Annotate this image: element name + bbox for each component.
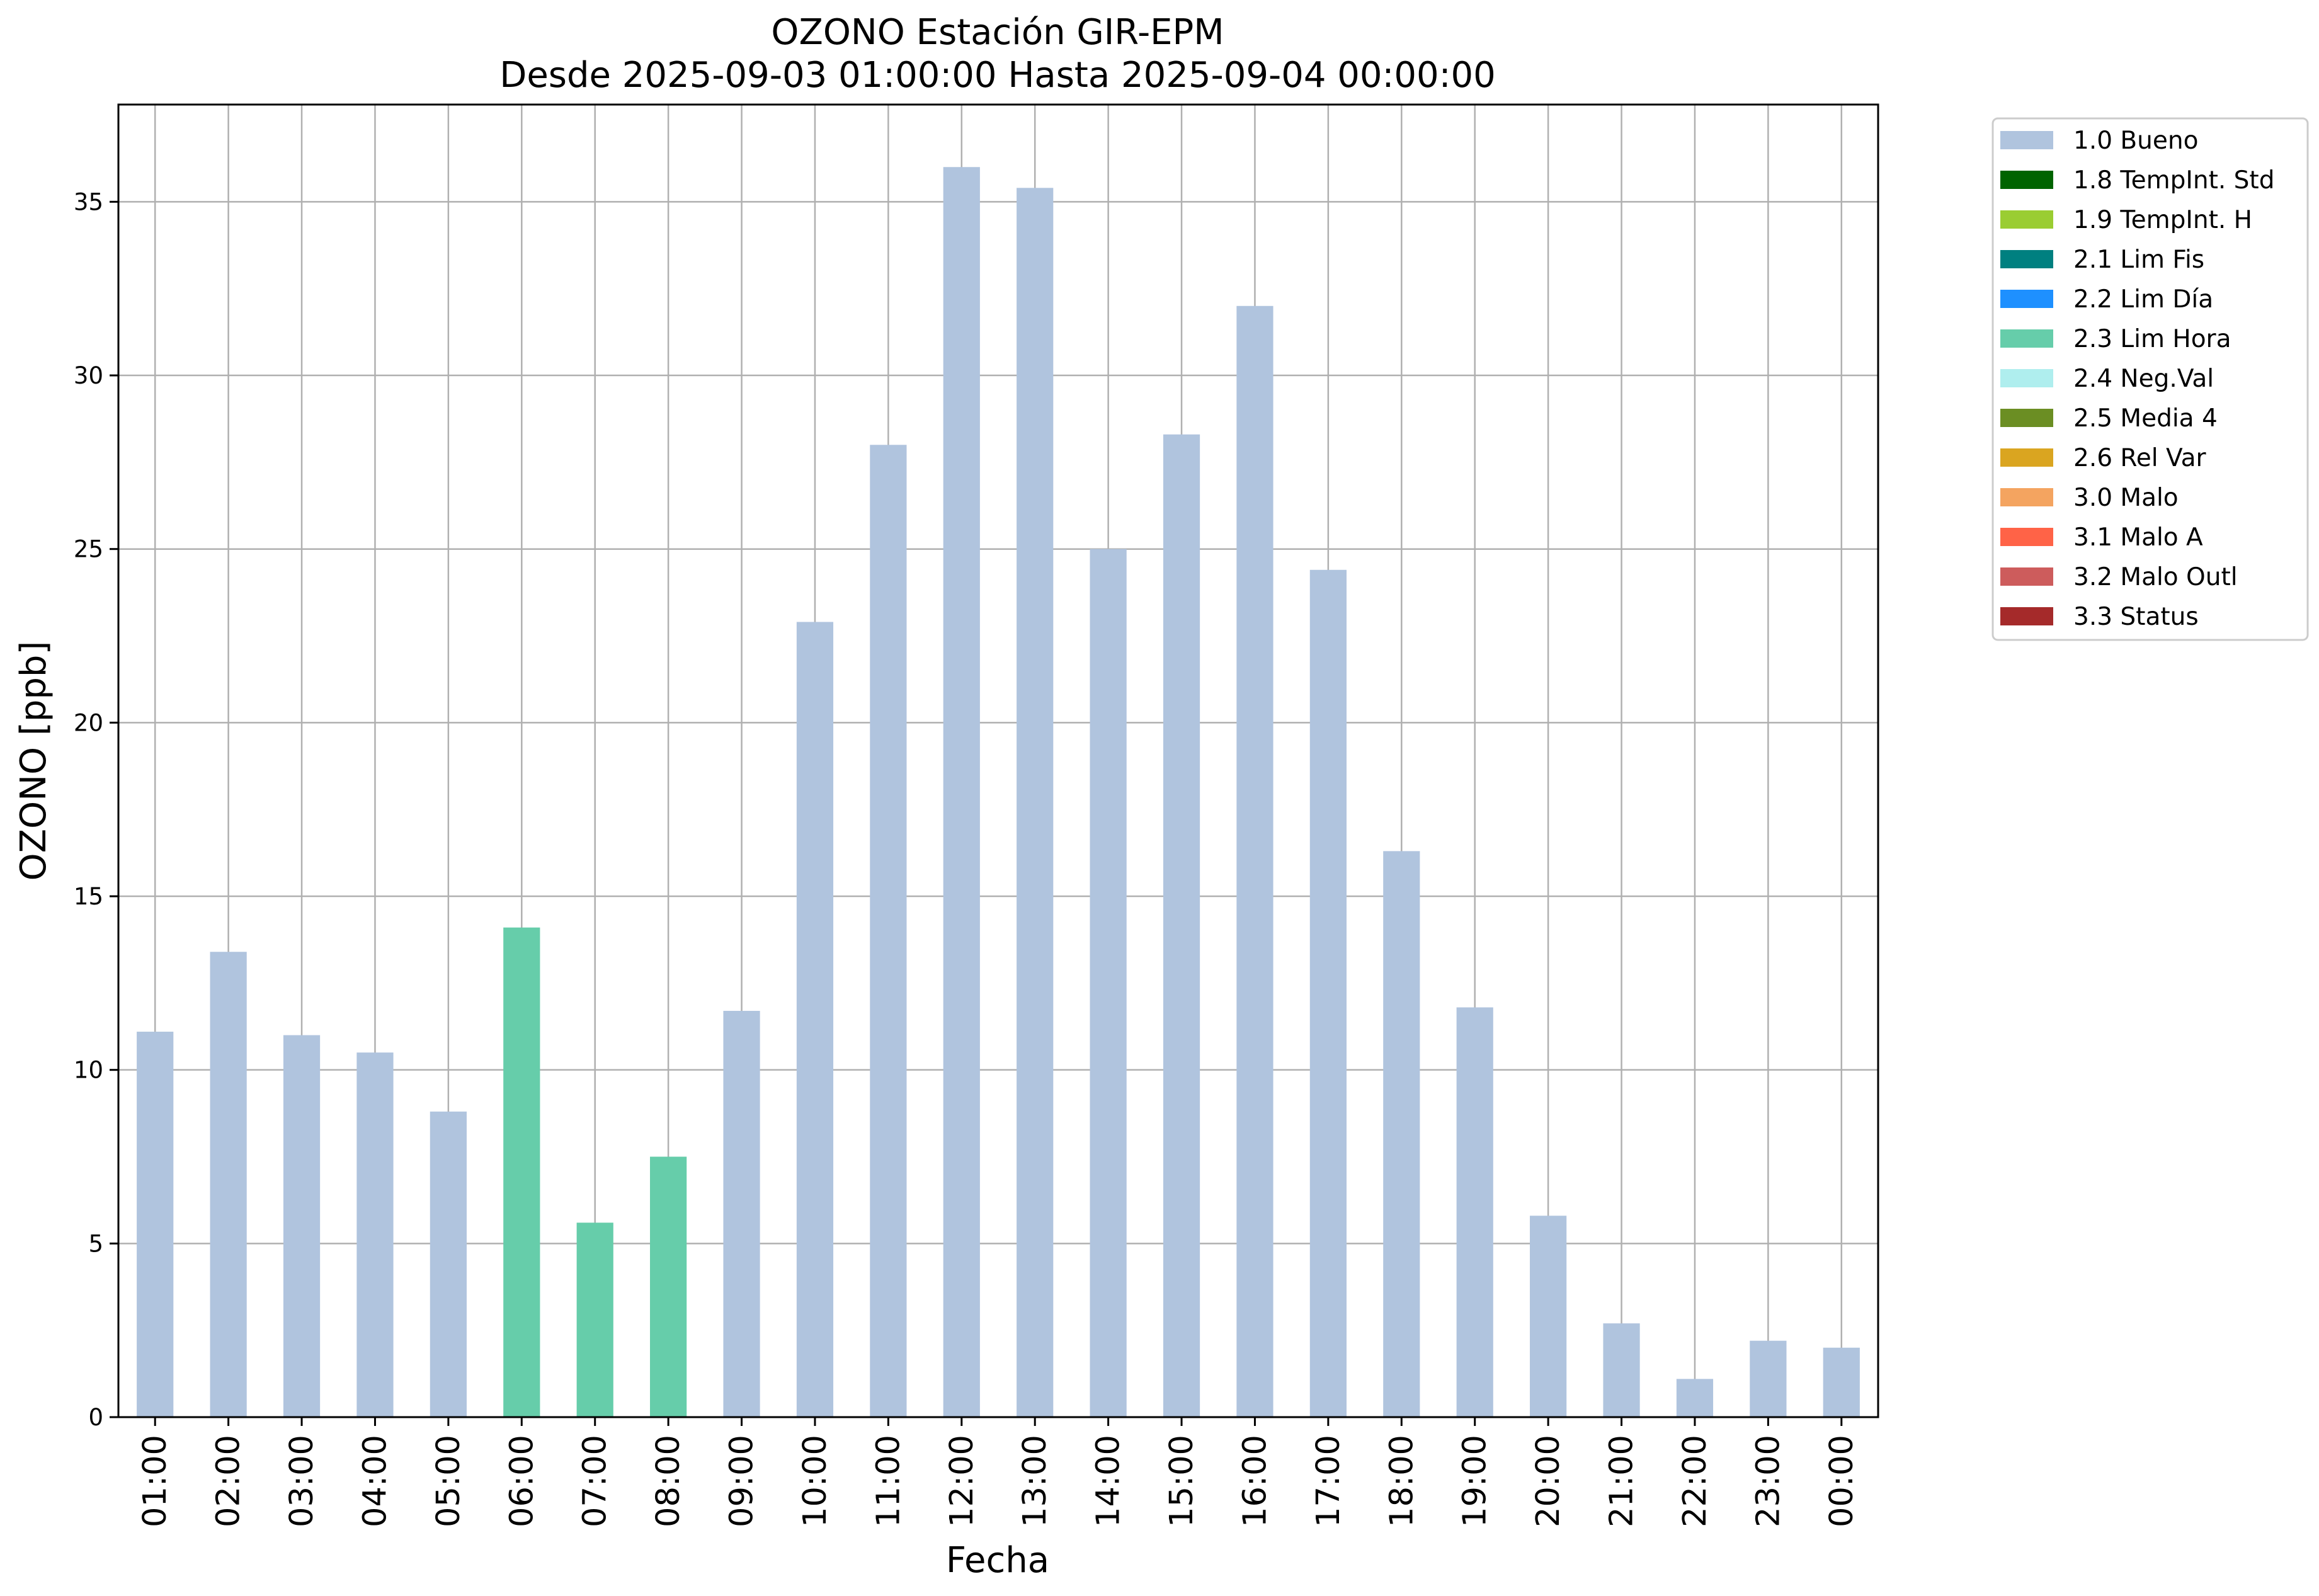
chart-title: OZONO Estación GIR-EPM xyxy=(771,12,1224,53)
bar-1800 xyxy=(1383,851,1420,1417)
legend-label: 2.5 Media 4 xyxy=(2073,404,2218,433)
x-tick-label: 17:00 xyxy=(1310,1435,1347,1527)
legend-label: 2.2 Lim Día xyxy=(2073,285,2213,314)
legend-label: 1.8 TempInt. Std xyxy=(2073,166,2274,195)
bar-0300 xyxy=(283,1035,321,1417)
chart-subtitle: Desde 2025-09-03 01:00:00 Hasta 2025-09-… xyxy=(499,55,1496,96)
x-tick-label: 20:00 xyxy=(1530,1435,1567,1527)
y-tick-label: 20 xyxy=(74,709,103,736)
legend-swatch xyxy=(2000,329,2053,348)
x-tick-label: 05:00 xyxy=(430,1435,467,1527)
legend-swatch xyxy=(2000,369,2053,387)
x-tick-label: 06:00 xyxy=(503,1435,540,1527)
x-tick-label: 13:00 xyxy=(1017,1435,1054,1527)
x-tick-label: 10:00 xyxy=(797,1435,834,1527)
legend-label: 3.0 Malo xyxy=(2073,484,2179,512)
x-tick-label: 08:00 xyxy=(650,1435,687,1527)
x-tick-label: 11:00 xyxy=(870,1435,907,1527)
x-tick-label: 03:00 xyxy=(283,1435,321,1527)
y-tick-label: 25 xyxy=(74,536,103,563)
legend-swatch xyxy=(2000,250,2053,268)
legend-label: 1.0 Bueno xyxy=(2073,127,2198,155)
legend-label: 2.1 Lim Fis xyxy=(2073,246,2204,274)
legend-swatch xyxy=(2000,488,2053,506)
legend-swatch xyxy=(2000,409,2053,427)
legend-label: 3.2 Malo Outl xyxy=(2073,563,2238,591)
bar-1600 xyxy=(1236,305,1273,1417)
legend-label: 1.9 TempInt. H xyxy=(2073,206,2252,234)
x-tick-label: 00:00 xyxy=(1823,1435,1860,1527)
bar-2200 xyxy=(1676,1379,1714,1417)
legend-swatch xyxy=(2000,131,2053,149)
bar-0200 xyxy=(210,952,247,1417)
bar-0600 xyxy=(503,927,540,1417)
bar-1900 xyxy=(1456,1007,1493,1417)
y-tick-label: 35 xyxy=(74,188,103,215)
legend-label: 2.6 Rel Var xyxy=(2073,444,2207,472)
x-tick-label: 07:00 xyxy=(577,1435,614,1527)
y-tick-label: 30 xyxy=(74,362,103,389)
x-tick-label: 16:00 xyxy=(1236,1435,1273,1527)
bar-1000 xyxy=(796,622,834,1417)
bar-2300 xyxy=(1750,1340,1787,1417)
bar-0700 xyxy=(576,1223,613,1417)
y-tick-label: 10 xyxy=(74,1057,103,1084)
legend-swatch xyxy=(2000,607,2053,625)
x-axis-ticks: 01:00 02:00 03:00 04:00 05:00 06:00 07:00 08:00… xyxy=(137,1417,1860,1527)
legend: 1.0 Bueno 1.8 TempInt. Std 1.9 TempInt. H 2… xyxy=(1991,117,2309,641)
legend-swatch xyxy=(2000,290,2053,308)
bar-1400 xyxy=(1090,549,1127,1417)
y-axis-ticks: 0 5 10 15 20 25 30 35 xyxy=(74,188,118,1431)
x-tick-label: 12:00 xyxy=(943,1435,981,1527)
x-tick-label: 14:00 xyxy=(1090,1435,1127,1527)
legend-label: 3.3 Status xyxy=(2073,603,2199,631)
x-tick-label: 23:00 xyxy=(1750,1435,1787,1527)
legend-frame xyxy=(1991,117,2309,641)
bar-2100 xyxy=(1603,1323,1640,1417)
bar-0900 xyxy=(723,1010,760,1417)
legend-swatch xyxy=(2000,448,2053,467)
x-tick-label: 19:00 xyxy=(1457,1435,1494,1527)
y-tick-label: 15 xyxy=(74,883,103,910)
bar-0800 xyxy=(650,1156,687,1417)
x-tick-label: 18:00 xyxy=(1383,1435,1420,1527)
bars xyxy=(137,167,1860,1418)
x-tick-label: 21:00 xyxy=(1604,1435,1641,1527)
x-tick-label: 01:00 xyxy=(137,1435,174,1527)
x-axis-label: Fecha xyxy=(946,1540,1049,1581)
legend-swatch xyxy=(2000,567,2053,586)
bar-0500 xyxy=(430,1111,467,1417)
bar-0400 xyxy=(356,1052,394,1417)
x-tick-label: 02:00 xyxy=(210,1435,248,1527)
x-tick-label: 09:00 xyxy=(724,1435,761,1527)
legend-swatch xyxy=(2000,528,2053,546)
bar-1100 xyxy=(870,445,907,1417)
legend-label: 2.3 Lim Hora xyxy=(2073,325,2231,353)
y-axis-label: OZONO [ppb] xyxy=(13,641,54,881)
y-tick-label: 5 xyxy=(88,1230,103,1257)
legend-label: 3.1 Malo A xyxy=(2073,523,2203,552)
x-tick-label: 15:00 xyxy=(1163,1435,1200,1527)
legend-swatch xyxy=(2000,171,2053,189)
legend-label: 2.4 Neg.Val xyxy=(2073,365,2214,393)
y-tick-label: 0 xyxy=(88,1404,103,1431)
bar-1500 xyxy=(1163,434,1200,1417)
bar-0100 xyxy=(137,1032,174,1417)
bar-1300 xyxy=(1017,188,1054,1417)
bar-2000 xyxy=(1530,1216,1567,1417)
plot-area-frame xyxy=(117,103,1879,1418)
bar-0000 xyxy=(1823,1347,1860,1417)
bar-1700 xyxy=(1309,569,1347,1417)
legend-swatch xyxy=(2000,210,2053,229)
x-tick-label: 04:00 xyxy=(356,1435,394,1527)
x-tick-label: 22:00 xyxy=(1677,1435,1714,1527)
bar-1200 xyxy=(943,167,980,1418)
